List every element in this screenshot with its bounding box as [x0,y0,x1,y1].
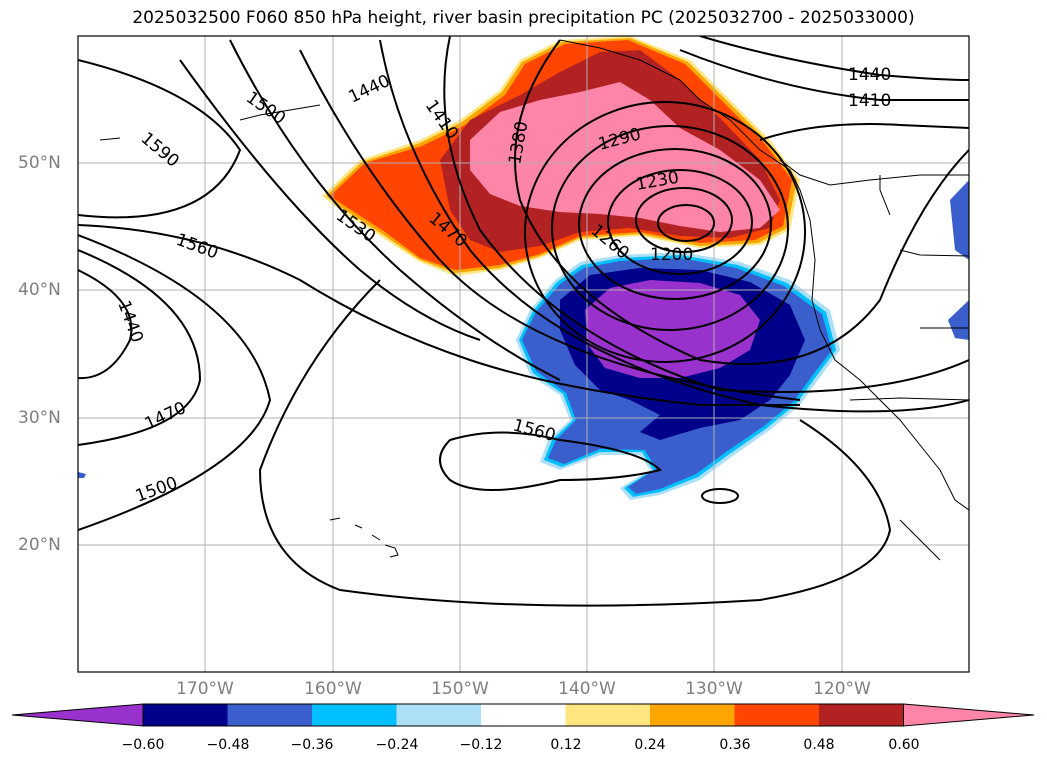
contour-1410 [443,36,969,393]
graticule [78,36,969,672]
colorbar-tick: 0.36 [719,737,751,753]
colorbar-tick: 0.48 [803,737,835,753]
map-frame [77,35,970,673]
contour-east-1 [699,36,969,81]
lon-label-130w: 130°W [685,679,743,699]
contour-1260 [607,169,753,275]
map-title: 2025032500 F060 850 hPa height, river ba… [132,8,915,28]
contour-small-low [701,488,739,504]
lat-label-40: 40°N [18,280,61,300]
lon-label-140w: 140°W [558,679,616,699]
contour-1560 [78,224,800,406]
anomaly-0.60 [470,82,780,232]
lon-label-170w: 170°W [176,679,234,699]
east-anomaly-patch [950,180,969,260]
lon-label-160w: 160°W [304,679,362,699]
contour-1500-west [78,234,272,531]
contour-east-3 [759,123,969,141]
contour-1500 [229,39,561,381]
lon-label-150w: 150°W [431,679,489,699]
colorbar-tick: 0.60 [888,737,920,753]
colorbar-tick: −0.48 [206,737,250,753]
colorbar-tick: 0.12 [550,737,582,753]
colorbar-tick: −0.60 [121,737,165,753]
east-anomaly-patch-2 [948,300,969,340]
west-anomaly-dot [78,472,86,478]
contour-1470 [299,49,801,401]
contour-label: 1440 [848,65,891,85]
contour-1290 [578,148,772,300]
contour-1530 [179,59,481,341]
contour-1320 [551,125,789,331]
contour-1200 [657,204,715,242]
colorbar-tick: −0.36 [290,737,334,753]
coastlines [99,39,969,561]
contour-1230 [635,187,733,253]
colorbar-tick: −0.12 [459,737,503,753]
lat-label-30: 30°N [18,408,61,428]
contour-1350 [524,101,806,363]
contour-1560-south [439,431,662,491]
height-contours [78,36,969,607]
contour-1440 [379,39,969,413]
colorbar-tick: −0.24 [375,737,419,753]
positive-precip-anomaly [322,36,800,276]
contour-label: 1200 [650,245,693,265]
contour-1380 [514,39,969,365]
lat-label-20: 20°N [18,535,61,555]
lon-label-120w: 120°W [813,679,871,699]
contour-1590 [78,59,242,219]
colorbar-tick: 0.24 [634,737,666,753]
contour-1470-west [78,249,202,446]
contour-label: 1410 [848,91,891,111]
contour-1530-outer [258,279,892,607]
contour-east-2 [679,49,969,102]
lat-label-50: 50°N [18,153,61,173]
contour-1440-west [78,269,133,380]
